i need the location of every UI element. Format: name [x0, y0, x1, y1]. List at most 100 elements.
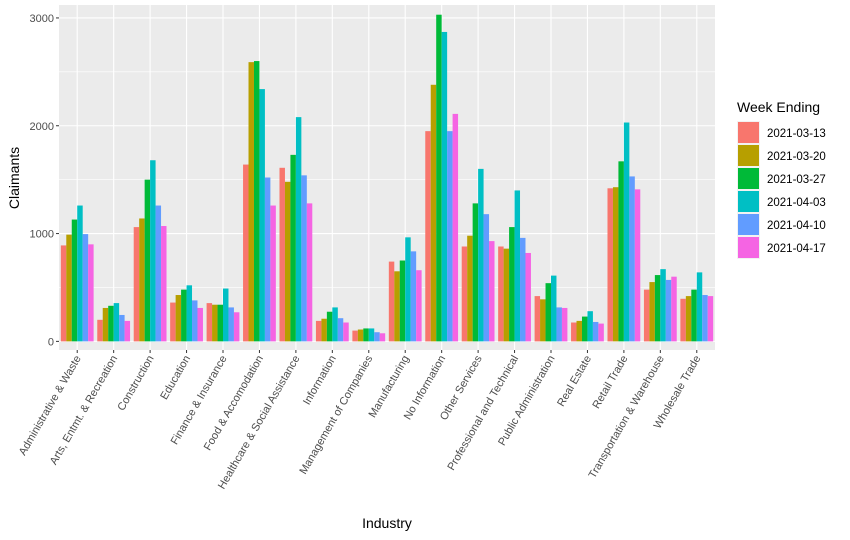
bar	[197, 307, 203, 342]
bar	[623, 122, 630, 342]
bar	[680, 298, 686, 342]
bar	[525, 252, 531, 342]
bar	[545, 283, 551, 342]
bar	[472, 203, 479, 342]
bar	[702, 295, 708, 342]
bar	[175, 295, 182, 342]
x-tick-label: Transportation & Warehouse	[587, 354, 667, 481]
bar	[592, 321, 599, 342]
bar	[228, 307, 234, 342]
bar	[253, 61, 260, 342]
bar	[394, 271, 400, 342]
bar	[233, 312, 240, 342]
bar	[441, 31, 448, 342]
bar	[665, 279, 672, 342]
bar	[223, 288, 229, 342]
minor-gridlines	[59, 71, 715, 288]
bar	[556, 307, 562, 342]
bar	[192, 300, 198, 342]
bar	[551, 275, 557, 342]
bar	[326, 311, 333, 342]
bar	[368, 328, 375, 342]
bar	[186, 285, 193, 342]
bar	[405, 237, 411, 342]
bar	[270, 205, 276, 342]
bar	[315, 320, 322, 342]
bar	[660, 269, 666, 342]
bar	[248, 62, 254, 342]
bar	[97, 319, 103, 342]
bar	[629, 176, 635, 342]
bar	[363, 328, 369, 342]
bar	[119, 314, 125, 342]
bar	[410, 251, 417, 342]
y-tick-label: 1000	[30, 229, 54, 241]
legend-swatch	[738, 191, 759, 212]
bar	[571, 322, 577, 342]
bar	[416, 270, 422, 342]
bar	[243, 164, 249, 342]
bar	[478, 168, 484, 342]
bar	[618, 161, 624, 342]
x-tick-label: Professional and Technical	[445, 354, 521, 473]
bar	[540, 299, 546, 342]
bar	[379, 333, 386, 342]
bar	[337, 318, 344, 342]
bar	[598, 323, 604, 342]
bar	[66, 234, 72, 342]
legend-label: 2021-04-17	[767, 243, 826, 255]
bar	[321, 318, 327, 342]
bar	[587, 311, 593, 342]
bar	[581, 316, 588, 342]
bar	[279, 167, 285, 342]
bar	[534, 296, 541, 342]
bar	[306, 203, 313, 342]
panel-background	[59, 5, 715, 350]
bar	[264, 177, 271, 342]
bar	[467, 235, 473, 342]
legend-swatch	[738, 237, 759, 258]
legend-title: Week Ending	[737, 99, 820, 115]
bar	[108, 305, 114, 342]
bar	[139, 218, 145, 342]
bar	[133, 227, 140, 342]
bar	[357, 329, 364, 342]
x-axis-title: Industry	[362, 515, 412, 531]
bar	[301, 175, 307, 342]
x-tick-label: Retail Trade	[590, 354, 630, 411]
bar	[170, 302, 176, 342]
bar	[520, 237, 526, 342]
bar	[654, 275, 661, 342]
bars	[60, 14, 714, 342]
bar	[284, 181, 291, 342]
bar	[399, 260, 406, 342]
bar	[634, 189, 641, 342]
bar	[607, 188, 613, 342]
bar	[685, 296, 692, 342]
bar	[290, 154, 296, 342]
bar	[88, 244, 94, 342]
bar	[649, 282, 655, 342]
y-axis: 0 1000 2000 3000	[30, 13, 59, 348]
x-tick-label: Education	[158, 354, 193, 402]
y-tick-label: 2000	[30, 121, 54, 133]
bar	[124, 320, 131, 342]
legend-swatch	[738, 214, 759, 235]
bar	[150, 160, 156, 342]
legend-swatch	[738, 145, 759, 166]
legend-swatch	[738, 122, 759, 143]
bar	[82, 234, 89, 342]
legend-label: 2021-04-10	[767, 220, 826, 232]
bar	[259, 89, 265, 342]
bar	[643, 289, 650, 342]
bar	[388, 261, 395, 342]
bar	[483, 214, 490, 342]
bar	[436, 14, 442, 342]
x-tick-label: Arts, Entmt. & Recreation	[48, 354, 120, 467]
bar	[514, 190, 521, 342]
y-axis-title: Claimants	[6, 147, 22, 209]
bar	[374, 332, 380, 342]
bar	[113, 303, 120, 342]
bar	[102, 307, 109, 342]
